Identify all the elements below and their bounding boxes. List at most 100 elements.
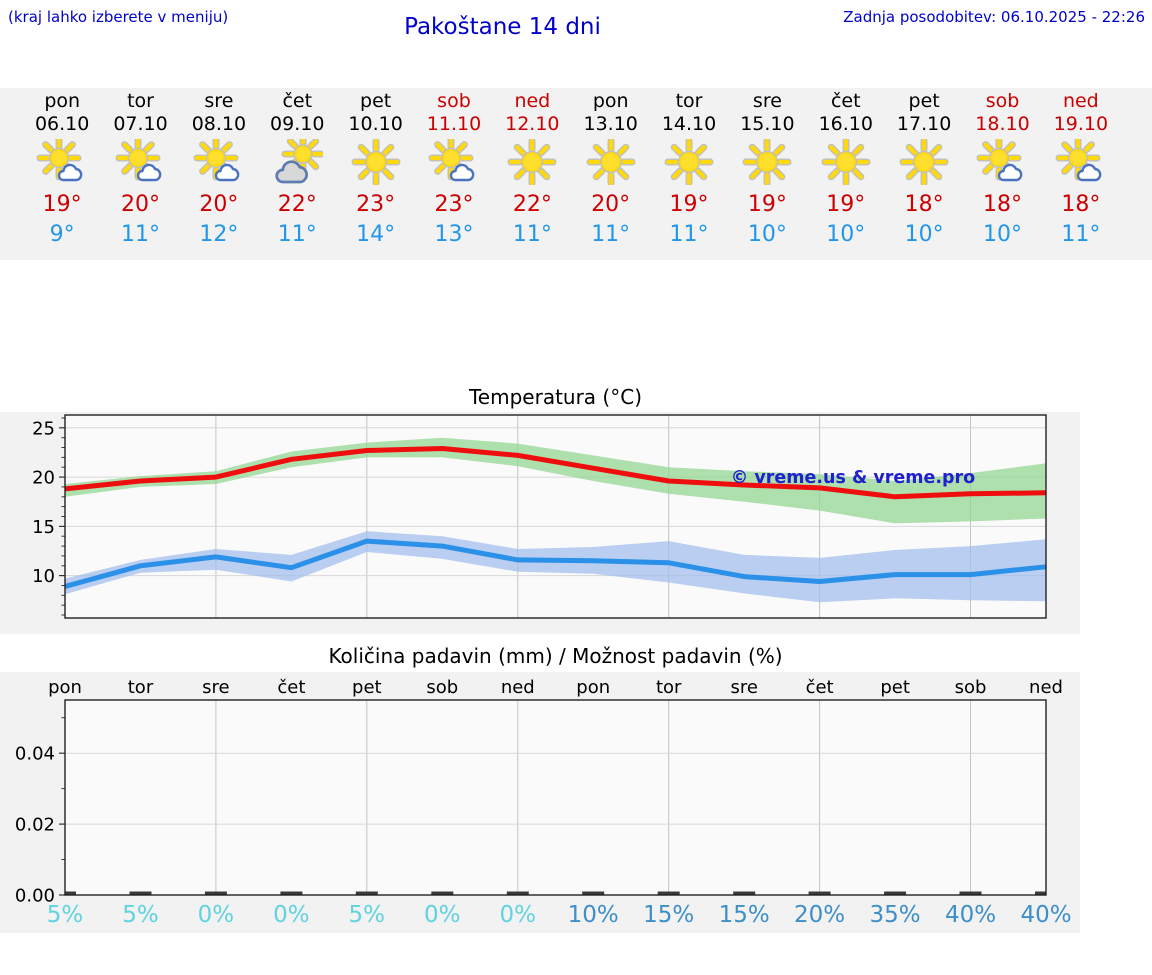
precip-bar [959,891,982,895]
day-date: 09.10 [270,113,325,135]
day-date: 12.10 [505,113,560,135]
day-low-temp: 12° [199,222,239,247]
precip-day-label: čet [806,677,834,698]
day-name: sre [752,90,782,112]
precip-bar [733,891,756,895]
y-axis-tick-label: 0.00 [15,886,55,907]
day-name: sob [985,90,1020,112]
precip-bar [582,891,605,895]
precip-bar [204,891,227,895]
day-date: 08.10 [191,113,247,135]
day-date: 16.10 [818,113,873,135]
day-high-temp: 18° [982,192,1022,217]
precip-probability: 5% [349,902,386,928]
precip-day-label: sob [955,677,987,698]
day-column: čet 16.10 19° 10° [807,88,885,260]
day-name: tor [127,90,154,112]
precip-day-label: sre [730,677,757,698]
day-high-temp: 23° [356,192,396,217]
precip-probability: 15% [643,902,694,928]
precip-probability: 40% [945,902,996,928]
Tmin-line [64,538,1047,589]
page-title: Pakoštane 14 dni [404,14,601,40]
precip-day-label: pet [352,677,382,698]
sun-icon [585,137,637,187]
day-column: pet 17.10 18° 10° [885,88,963,260]
precipitation-chart-title: Količina padavin (mm) / Možnost padavin … [328,644,783,668]
day-low-temp: 11° [591,222,631,247]
precip-bar [129,891,152,895]
day-column: sre 15.10 19° 10° [728,88,806,260]
day-name: pet [908,90,940,112]
location-hint: (kraj lahko izberete v meniju) [8,8,229,26]
day-date: 07.10 [113,113,168,135]
y-axis-tick-label: 25 [32,418,55,439]
day-date: 17.10 [896,113,952,135]
sun-icon [350,137,402,187]
day-high-temp: 19° [42,192,82,217]
day-high-temp: 20° [121,192,161,217]
sun-small-cloud-icon [115,135,167,185]
day-high-temp: 23° [434,192,474,217]
day-high-temp: 22° [277,192,317,217]
Tmax-line [64,446,1047,500]
day-column: ned 19.10 18° 11° [1042,88,1120,260]
temperature-chart-area: 10 15 20 25 © vreme.us & vreme.pro [0,412,1080,634]
day-high-temp: 19° [747,192,787,217]
precip-day-label: pet [880,677,910,698]
day-date: 14.10 [661,113,717,135]
day-high-temp: 19° [826,192,866,217]
precip-probability: 0% [424,902,461,928]
precip-probability: 40% [1020,902,1071,928]
day-name: sob [437,90,471,112]
day-column: pon 06.10 19° 9° [23,88,101,260]
day-column: ned 12.10 22° 11° [493,88,571,260]
precip-probability: 0% [273,902,310,928]
sun-small-cloud-icon [1055,135,1107,185]
precip-probability: 5% [122,902,159,928]
day-name: ned [514,90,551,112]
day-column: pet 10.10 23° 14° [336,88,414,260]
precip-bar [65,891,76,895]
y-axis-tick-label: 0.04 [15,744,55,765]
day-low-temp: 11° [669,222,709,247]
precip-bar [506,891,529,895]
day-high-temp: 22° [512,192,552,217]
precip-bar [280,891,303,895]
day-name: pet [360,90,392,112]
day-column: sob 18.10 18° 10° [963,88,1041,260]
day-high-temp: 20° [199,192,239,217]
precipitation-chart-area: pon tor sre čet pet sob ned pon tor sre čet pet sob n… [0,672,1080,933]
day-low-temp: 11° [1061,222,1101,247]
precip-day-label: sob [426,677,458,698]
sun-small-cloud-icon [428,135,480,185]
day-high-temp: 19° [669,192,709,217]
day-high-temp: 18° [904,192,944,217]
forecast-days-row: pon 06.10 19° 9° tor 07.10 20° 11° sre 08.10 20° 12… [23,88,1120,260]
day-column: tor 07.10 20° 11° [101,88,179,260]
precipitation-chart: pon tor sre čet pet sob ned pon tor sre čet pet sob n… [15,677,1072,928]
day-column: sob 11.10 23° 13° [415,88,493,260]
precip-day-label: čet [277,677,305,698]
Tmin-band [65,531,1046,603]
sun-small-cloud-icon [976,135,1028,185]
temperature-chart: 10 15 20 25 © vreme.us & vreme.pro [32,414,1047,619]
day-name: ned [1062,90,1099,112]
day-low-temp: 9° [49,222,75,247]
precip-bar [657,891,680,895]
precip-probability: 15% [719,902,770,928]
forecast-strip: pon 06.10 19° 9° tor 07.10 20° 11° sre 08.10 20° 12… [0,88,1152,260]
y-axis-tick-label: 15 [32,517,55,538]
day-low-temp: 11° [121,222,161,247]
temperature-chart-title: Temperatura (°C) [468,385,642,409]
sun-icon [898,137,950,187]
day-name: pon [592,90,629,112]
day-name: sre [204,90,234,112]
day-column: tor 14.10 19° 11° [650,88,728,260]
day-low-temp: 10° [747,222,787,247]
day-low-temp: 10° [904,222,944,247]
precip-day-label: pon [576,677,610,698]
day-high-temp: 18° [1061,192,1101,217]
y-axis-tick-label: 10 [32,566,55,587]
